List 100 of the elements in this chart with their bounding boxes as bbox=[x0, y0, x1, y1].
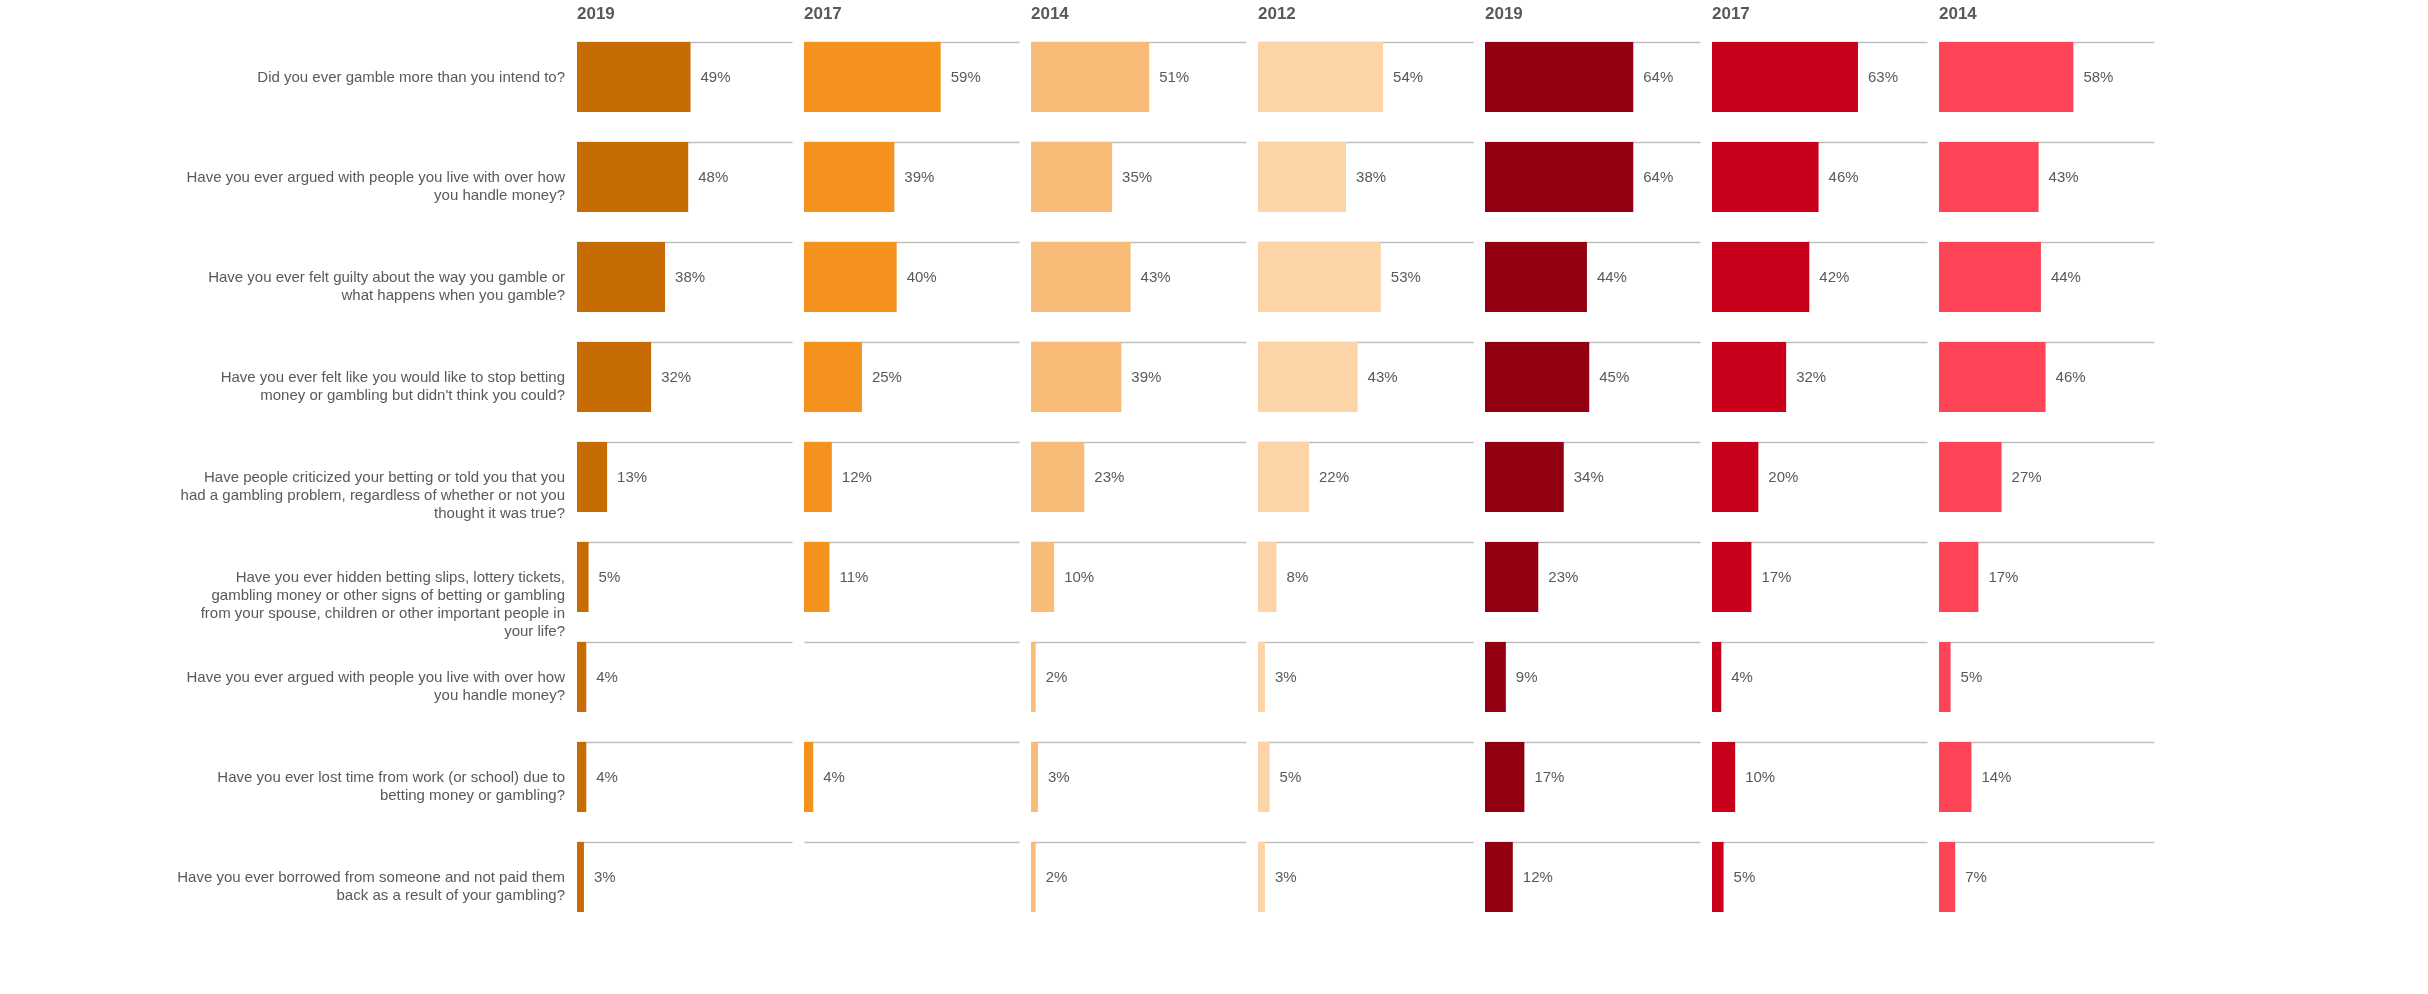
bar bbox=[1712, 842, 1724, 912]
data-label: 23% bbox=[1548, 568, 1579, 585]
bar bbox=[577, 642, 587, 712]
bar bbox=[1485, 142, 1634, 212]
data-label: 5% bbox=[1960, 668, 1983, 685]
data-label: 46% bbox=[1828, 168, 1859, 185]
y-tick-label: Have you ever argued with people you live with over how you handle money? bbox=[186, 168, 566, 203]
bar bbox=[1712, 142, 1819, 212]
bar bbox=[804, 442, 832, 512]
bar bbox=[804, 42, 941, 112]
data-label: 17% bbox=[1534, 768, 1565, 785]
data-label: 44% bbox=[1596, 268, 1627, 285]
data-label: 43% bbox=[2048, 168, 2079, 185]
y-tick-label: Have you ever borrowed from someone and not paid them back as a result of your gambling? bbox=[177, 868, 565, 903]
bar bbox=[1712, 542, 1752, 612]
bar bbox=[1485, 842, 1513, 912]
data-label: 27% bbox=[2011, 468, 2042, 485]
data-label: 5% bbox=[598, 568, 621, 585]
bar bbox=[1939, 442, 2002, 512]
bar bbox=[577, 242, 666, 312]
bar bbox=[1939, 242, 2041, 312]
bar bbox=[1031, 42, 1150, 112]
bar bbox=[1485, 742, 1525, 812]
y-tick-label: Did you ever gamble more than you intend to? bbox=[257, 68, 565, 85]
data-label: 35% bbox=[1122, 168, 1153, 185]
bar bbox=[1031, 542, 1055, 612]
data-label: 11% bbox=[839, 568, 869, 585]
y-tick-label: Have you ever felt guilty about the way you gamble or what happens when you gamble? bbox=[208, 268, 565, 303]
data-label: 4% bbox=[823, 768, 845, 785]
chart-title: 2019 bbox=[1485, 4, 1523, 23]
bar bbox=[1712, 742, 1736, 812]
data-label: 3% bbox=[1274, 668, 1297, 685]
bar bbox=[1712, 442, 1759, 512]
chart-title: 2019 bbox=[577, 4, 615, 23]
bar bbox=[1485, 42, 1634, 112]
bar bbox=[804, 242, 897, 312]
bar bbox=[577, 542, 589, 612]
bar bbox=[1258, 142, 1347, 212]
bar bbox=[577, 742, 587, 812]
bar bbox=[804, 542, 830, 612]
data-label: 38% bbox=[675, 268, 706, 285]
chart-title: 2014 bbox=[1939, 4, 1978, 23]
data-label: 45% bbox=[1599, 368, 1630, 385]
data-label: 9% bbox=[1515, 668, 1538, 685]
bar bbox=[1485, 242, 1587, 312]
data-label: 46% bbox=[2055, 368, 2086, 385]
data-label: 59% bbox=[950, 68, 981, 85]
bar bbox=[577, 342, 652, 412]
data-label: 12% bbox=[1522, 868, 1553, 885]
bar bbox=[577, 42, 691, 112]
data-label: 3% bbox=[1047, 768, 1070, 785]
y-tick-label: Have you ever felt like you would like to stop betting money or gambling but didn't think you could? bbox=[220, 368, 565, 403]
y-tick-label: Have you ever argued with people you live with over how you handle money? bbox=[186, 668, 566, 703]
bar bbox=[1485, 442, 1564, 512]
data-label: 64% bbox=[1643, 68, 1674, 85]
bar bbox=[1939, 42, 2074, 112]
bar bbox=[1258, 742, 1270, 812]
chart-title: 2012 bbox=[1258, 4, 1296, 23]
data-label: 4% bbox=[1731, 668, 1753, 685]
bar bbox=[1031, 742, 1038, 812]
chart-title: 2014 bbox=[1031, 4, 1070, 23]
bar bbox=[1031, 242, 1131, 312]
bar bbox=[1485, 542, 1539, 612]
bar bbox=[577, 142, 689, 212]
data-label: 49% bbox=[700, 68, 731, 85]
data-label: 5% bbox=[1279, 768, 1302, 785]
data-label: 14% bbox=[1981, 768, 2012, 785]
bar bbox=[577, 842, 584, 912]
bar bbox=[804, 342, 862, 412]
data-label: 43% bbox=[1367, 368, 1398, 385]
data-label: 38% bbox=[1356, 168, 1387, 185]
bar bbox=[1939, 142, 2039, 212]
y-tick-label: Have you ever hidden betting slips, lottery tickets, gambling money or other signs of betting or gambling from your spouse, children or other important people in your life? bbox=[200, 568, 565, 639]
bar bbox=[1258, 42, 1384, 112]
bar bbox=[1712, 342, 1787, 412]
data-label: 20% bbox=[1768, 468, 1799, 485]
bar bbox=[1712, 642, 1722, 712]
data-label: 2% bbox=[1045, 868, 1068, 885]
chart-title: 2017 bbox=[804, 4, 842, 23]
bar bbox=[577, 442, 608, 512]
data-label: 32% bbox=[1796, 368, 1827, 385]
bar bbox=[1258, 542, 1277, 612]
bar bbox=[1031, 642, 1036, 712]
bar bbox=[804, 142, 895, 212]
bar bbox=[1258, 342, 1358, 412]
data-label: 58% bbox=[2083, 68, 2114, 85]
data-label: 51% bbox=[1159, 68, 1190, 85]
bar bbox=[1031, 442, 1085, 512]
data-label: 3% bbox=[593, 868, 616, 885]
data-label: 42% bbox=[1819, 268, 1850, 285]
data-label: 7% bbox=[1965, 868, 1987, 885]
y-tick-label: Have people criticized your betting or told you that you had a gambling problem, regardless of whether or not you thought it was true? bbox=[180, 468, 565, 521]
data-label: 13% bbox=[617, 468, 648, 485]
data-label: 10% bbox=[1064, 568, 1095, 585]
bar bbox=[1031, 842, 1036, 912]
data-label: 8% bbox=[1286, 568, 1309, 585]
data-label: 17% bbox=[1761, 568, 1792, 585]
data-label: 39% bbox=[1131, 368, 1162, 385]
data-label: 32% bbox=[661, 368, 692, 385]
data-label: 44% bbox=[2050, 268, 2081, 285]
